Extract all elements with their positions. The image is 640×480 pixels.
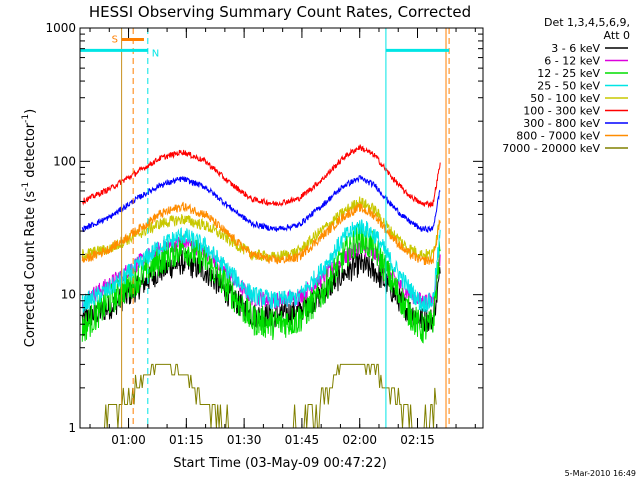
legend-header-line-1: Det 1,3,4,5,6,9, [544,16,630,29]
legend-label-8: 800 - 7000 keV [516,130,600,143]
legend-label-7: 300 - 800 keV [523,117,600,130]
legend-label-9: 7000 - 20000 keV [502,142,600,155]
legend-label-2: 6 - 12 keV [544,55,600,68]
series-line-9 [97,363,437,428]
annotation-label-n: N [152,48,159,59]
legend-label-4: 25 - 50 keV [537,80,600,93]
chart-title: HESSI Observing Summary Count Rates, Cor… [89,3,471,21]
annotation-label-s: S [112,34,118,45]
plot-frame [79,27,484,429]
series-line-8 [81,201,441,266]
x-axis-label: Start Time (03-May-09 00:47:22) [173,456,387,471]
legend-label-3: 12 - 25 keV [537,67,600,80]
series-line-4 [81,219,441,313]
legend-label-6: 100 - 300 keV [523,105,600,118]
legend-label-1: 3 - 6 keV [551,42,600,55]
y-tick-label: 1 [68,421,76,435]
y-axis-label: Corrected Count Rate (s-1 detector-1) [21,109,38,347]
y-tick-label: 10 [61,288,76,302]
y-tick-label: 100 [53,154,76,168]
x-tick-label: 01:15 [169,433,204,447]
legend-header-line-2: Att 0 [604,29,630,42]
footer-timestamp: 5-Mar-2010 16:49 [565,469,636,478]
y-tick-label: 1000 [45,21,76,35]
legend-label-5: 50 - 100 keV [530,92,600,105]
series-line-6 [81,144,441,209]
x-tick-label: 02:15 [400,433,435,447]
series-line-7 [81,175,441,233]
x-tick-label: 01:45 [285,433,320,447]
x-tick-label: 01:30 [227,433,262,447]
x-tick-label: 02:00 [342,433,377,447]
x-tick-label: 01:00 [111,433,146,447]
